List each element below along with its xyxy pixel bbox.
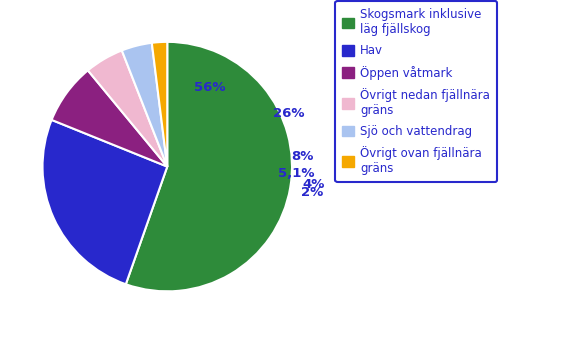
Text: 8%: 8% xyxy=(292,150,314,163)
Text: 26%: 26% xyxy=(273,107,304,120)
Wedge shape xyxy=(43,120,167,284)
Wedge shape xyxy=(126,42,292,291)
Text: 2%: 2% xyxy=(301,186,323,199)
Wedge shape xyxy=(52,70,167,167)
Text: 5,1%: 5,1% xyxy=(278,167,314,180)
Wedge shape xyxy=(122,43,167,167)
Wedge shape xyxy=(88,50,167,167)
Legend: Skogsmark inklusive
läg fjällskog, Hav, Öppen våtmark, Övrigt nedan fjällnära
gr: Skogsmark inklusive läg fjällskog, Hav, … xyxy=(335,1,497,182)
Text: 56%: 56% xyxy=(194,81,225,94)
Wedge shape xyxy=(152,42,167,167)
Text: 4%: 4% xyxy=(302,178,324,191)
